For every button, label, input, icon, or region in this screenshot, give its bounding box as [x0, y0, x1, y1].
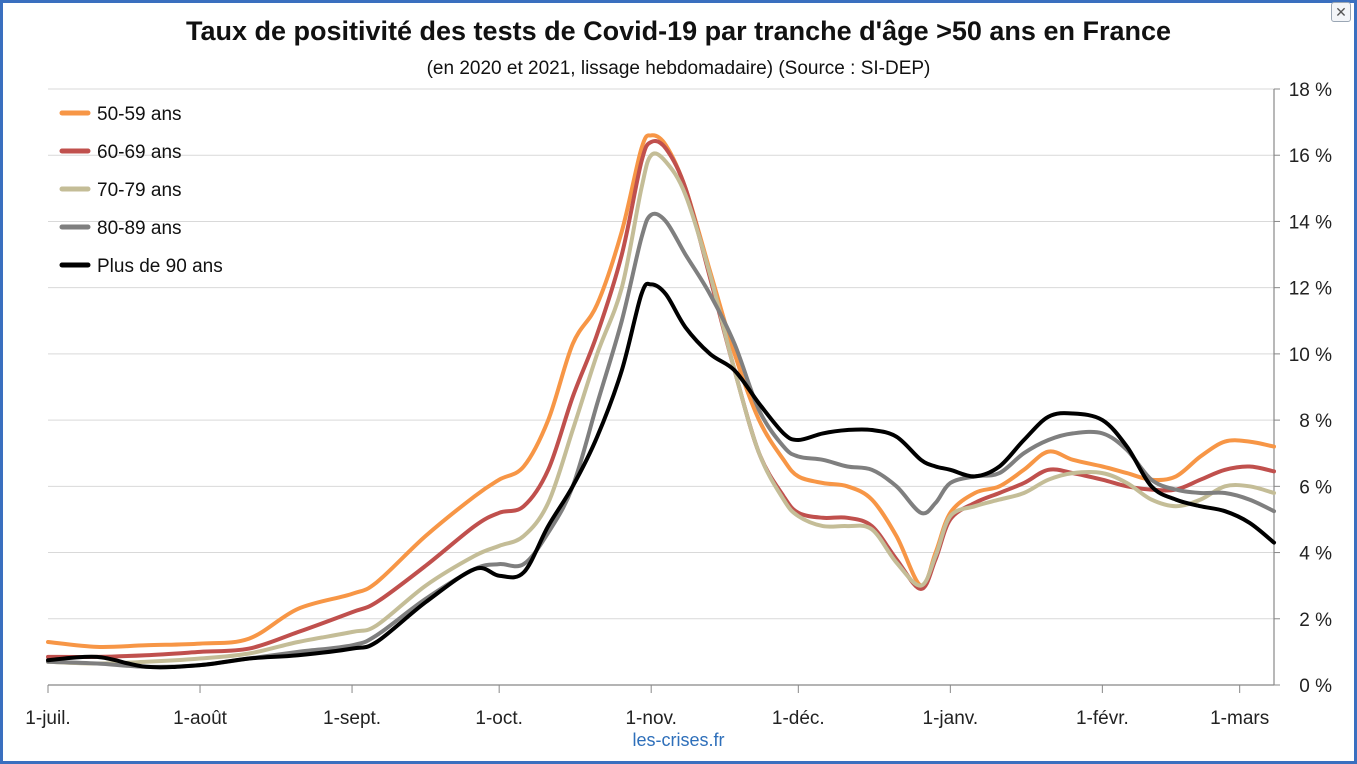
x-tick-label: 1-févr.	[1076, 708, 1129, 729]
y-tick-label: 14 %	[1289, 212, 1332, 233]
y-tick-label: 8 %	[1299, 411, 1332, 432]
x-tick-label: 1-oct.	[475, 708, 523, 729]
y-tick-label: 6 %	[1299, 477, 1332, 498]
series-line	[46, 151, 1276, 666]
x-tick-label: 1-nov.	[625, 708, 676, 729]
x-tick-label: 1-juil.	[25, 708, 70, 729]
x-tick-label: 1-janv.	[923, 708, 979, 729]
y-tick-label: 4 %	[1299, 544, 1332, 565]
close-icon[interactable]: ✕	[1331, 2, 1351, 22]
source-label: les-crises.fr	[632, 730, 725, 750]
axes	[47, 88, 1280, 693]
series-line	[46, 133, 1276, 650]
y-tick-label: 16 %	[1289, 146, 1332, 167]
y-tick-label: 18 %	[1289, 80, 1332, 101]
x-tick-label: 1-août	[173, 708, 228, 729]
legend-label: 50-59 ans	[97, 104, 182, 125]
legend-label: 80-89 ans	[97, 218, 182, 239]
y-tick-label: 0 %	[1299, 676, 1332, 697]
y-tick-label: 2 %	[1299, 610, 1332, 631]
chart-title: Taux de positivité des tests de Covid-19…	[185, 16, 1171, 46]
series-lines	[46, 133, 1276, 670]
series-line	[46, 211, 1276, 669]
x-tick-label: 1-mars	[1210, 708, 1269, 729]
legend-label: 60-69 ans	[97, 142, 182, 163]
legend: 50-59 ans 60-69 ans 70-79 ans 80-89 ans Plus…	[59, 104, 223, 277]
legend-label: 70-79 ans	[97, 180, 182, 201]
tick-labels: 0 % 2 % 4 % 6 % 8 % 10 % 12 % 14 % 16 % 18 % 1-jui…	[25, 80, 1332, 729]
y-tick-label: 10 %	[1289, 345, 1332, 366]
gridlines	[48, 88, 1274, 620]
y-tick-label: 12 %	[1289, 279, 1332, 300]
legend-label: Plus de 90 ans	[97, 256, 223, 277]
series-line	[46, 281, 1276, 670]
x-tick-label: 1-déc.	[772, 708, 825, 729]
x-tick-label: 1-sept.	[323, 708, 381, 729]
chart-subtitle: (en 2020 et 2021, lissage hebdomadaire) …	[426, 58, 931, 79]
